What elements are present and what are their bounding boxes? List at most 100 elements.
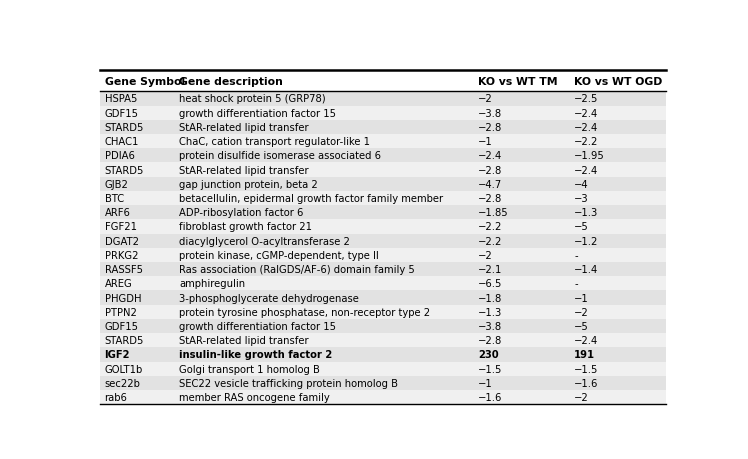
Text: −2.2: −2.2 bbox=[478, 236, 503, 246]
Text: −1.3: −1.3 bbox=[478, 307, 502, 317]
Text: −4: −4 bbox=[574, 179, 589, 190]
Bar bbox=[100, 163, 666, 177]
Bar bbox=[100, 71, 175, 92]
Bar bbox=[100, 319, 666, 333]
Bar bbox=[175, 71, 474, 92]
Text: GDF15: GDF15 bbox=[105, 321, 138, 331]
Text: DGAT2: DGAT2 bbox=[105, 236, 138, 246]
Text: −3.8: −3.8 bbox=[478, 108, 502, 118]
Text: protein tyrosine phosphatase, non-receptor type 2: protein tyrosine phosphatase, non-recept… bbox=[180, 307, 430, 317]
Bar bbox=[100, 291, 666, 305]
Text: −2.4: −2.4 bbox=[574, 108, 598, 118]
Text: GOLT1b: GOLT1b bbox=[105, 364, 143, 374]
Text: diacylglycerol O-acyltransferase 2: diacylglycerol O-acyltransferase 2 bbox=[180, 236, 350, 246]
Bar bbox=[100, 333, 666, 347]
Text: member RAS oncogene family: member RAS oncogene family bbox=[180, 392, 330, 402]
Text: −2.4: −2.4 bbox=[574, 123, 598, 133]
Text: PDIA6: PDIA6 bbox=[105, 151, 135, 161]
Bar bbox=[100, 376, 666, 390]
Text: −2.8: −2.8 bbox=[478, 336, 502, 346]
Text: STARD5: STARD5 bbox=[105, 336, 144, 346]
Bar bbox=[100, 390, 666, 404]
Text: protein kinase, cGMP-dependent, type II: protein kinase, cGMP-dependent, type II bbox=[180, 250, 379, 260]
Text: −1.4: −1.4 bbox=[574, 264, 598, 274]
Text: betacellulin, epidermal growth factor family member: betacellulin, epidermal growth factor fa… bbox=[180, 194, 444, 204]
Text: −1.6: −1.6 bbox=[574, 378, 598, 388]
Text: −2: −2 bbox=[574, 392, 589, 402]
Text: STARD5: STARD5 bbox=[105, 123, 144, 133]
Text: −1.5: −1.5 bbox=[574, 364, 598, 374]
Text: growth differentiation factor 15: growth differentiation factor 15 bbox=[180, 321, 336, 331]
Text: StAR-related lipid transfer: StAR-related lipid transfer bbox=[180, 165, 309, 175]
Bar bbox=[100, 347, 666, 362]
Bar bbox=[100, 234, 666, 248]
Text: −2: −2 bbox=[478, 250, 493, 260]
Bar bbox=[570, 71, 666, 92]
Text: −2.4: −2.4 bbox=[574, 336, 598, 346]
Text: RASSF5: RASSF5 bbox=[105, 264, 143, 274]
Text: −2.8: −2.8 bbox=[478, 165, 502, 175]
Text: GJB2: GJB2 bbox=[105, 179, 129, 190]
Text: −1.6: −1.6 bbox=[478, 392, 503, 402]
Text: −1.8: −1.8 bbox=[478, 293, 502, 303]
Text: IGF2: IGF2 bbox=[105, 350, 130, 359]
Text: -: - bbox=[574, 279, 577, 289]
Text: 3-phosphoglycerate dehydrogenase: 3-phosphoglycerate dehydrogenase bbox=[180, 293, 359, 303]
Text: FGF21: FGF21 bbox=[105, 222, 137, 232]
Text: Golgi transport 1 homolog B: Golgi transport 1 homolog B bbox=[180, 364, 320, 374]
Text: protein disulfide isomerase associated 6: protein disulfide isomerase associated 6 bbox=[180, 151, 381, 161]
Text: −1: −1 bbox=[478, 378, 493, 388]
Bar bbox=[100, 220, 666, 234]
Text: StAR-related lipid transfer: StAR-related lipid transfer bbox=[180, 123, 309, 133]
Bar bbox=[100, 305, 666, 319]
Text: Gene Symbol: Gene Symbol bbox=[105, 77, 185, 87]
Text: insulin-like growth factor 2: insulin-like growth factor 2 bbox=[180, 350, 332, 359]
Text: StAR-related lipid transfer: StAR-related lipid transfer bbox=[180, 336, 309, 346]
Text: −1: −1 bbox=[574, 293, 589, 303]
Text: PTPN2: PTPN2 bbox=[105, 307, 136, 317]
Text: SEC22 vesicle trafficking protein homolog B: SEC22 vesicle trafficking protein homolo… bbox=[180, 378, 398, 388]
Text: −2: −2 bbox=[574, 307, 589, 317]
Text: GDF15: GDF15 bbox=[105, 108, 138, 118]
Text: −5: −5 bbox=[574, 222, 589, 232]
Text: KO vs WT OGD: KO vs WT OGD bbox=[574, 77, 663, 87]
Text: Ras association (RalGDS/AF-6) domain family 5: Ras association (RalGDS/AF-6) domain fam… bbox=[180, 264, 415, 274]
Text: −1.95: −1.95 bbox=[574, 151, 605, 161]
Text: ChaC, cation transport regulator-like 1: ChaC, cation transport regulator-like 1 bbox=[180, 137, 370, 147]
Text: HSPA5: HSPA5 bbox=[105, 94, 137, 104]
Text: −2.8: −2.8 bbox=[478, 194, 502, 204]
Bar bbox=[100, 248, 666, 263]
Bar bbox=[100, 277, 666, 291]
Bar bbox=[100, 263, 666, 277]
Text: −1.85: −1.85 bbox=[478, 208, 509, 218]
Bar bbox=[100, 121, 666, 135]
Text: −2.8: −2.8 bbox=[478, 123, 502, 133]
Text: −4.7: −4.7 bbox=[478, 179, 502, 190]
Text: −1.3: −1.3 bbox=[574, 208, 598, 218]
Text: heat shock protein 5 (GRP78): heat shock protein 5 (GRP78) bbox=[180, 94, 326, 104]
Text: BTC: BTC bbox=[105, 194, 123, 204]
Bar bbox=[100, 177, 666, 191]
Text: −5: −5 bbox=[574, 321, 589, 331]
Text: −3: −3 bbox=[574, 194, 589, 204]
Text: −2.2: −2.2 bbox=[478, 222, 503, 232]
Text: −6.5: −6.5 bbox=[478, 279, 503, 289]
Text: KO vs WT TM: KO vs WT TM bbox=[478, 77, 557, 87]
Text: rab6: rab6 bbox=[105, 392, 127, 402]
Text: sec22b: sec22b bbox=[105, 378, 141, 388]
Text: 191: 191 bbox=[574, 350, 595, 359]
Text: gap junction protein, beta 2: gap junction protein, beta 2 bbox=[180, 179, 318, 190]
Text: amphiregulin: amphiregulin bbox=[180, 279, 245, 289]
Text: Gene description: Gene description bbox=[180, 77, 283, 87]
Text: growth differentiation factor 15: growth differentiation factor 15 bbox=[180, 108, 336, 118]
Text: −1.5: −1.5 bbox=[478, 364, 503, 374]
Text: −2.4: −2.4 bbox=[478, 151, 502, 161]
Text: −2.5: −2.5 bbox=[574, 94, 598, 104]
Text: −1: −1 bbox=[478, 137, 493, 147]
Text: −2: −2 bbox=[478, 94, 493, 104]
Text: ADP-ribosylation factor 6: ADP-ribosylation factor 6 bbox=[180, 208, 304, 218]
Text: PHGDH: PHGDH bbox=[105, 293, 141, 303]
Text: ARF6: ARF6 bbox=[105, 208, 130, 218]
Text: PRKG2: PRKG2 bbox=[105, 250, 138, 260]
Text: −1.2: −1.2 bbox=[574, 236, 598, 246]
